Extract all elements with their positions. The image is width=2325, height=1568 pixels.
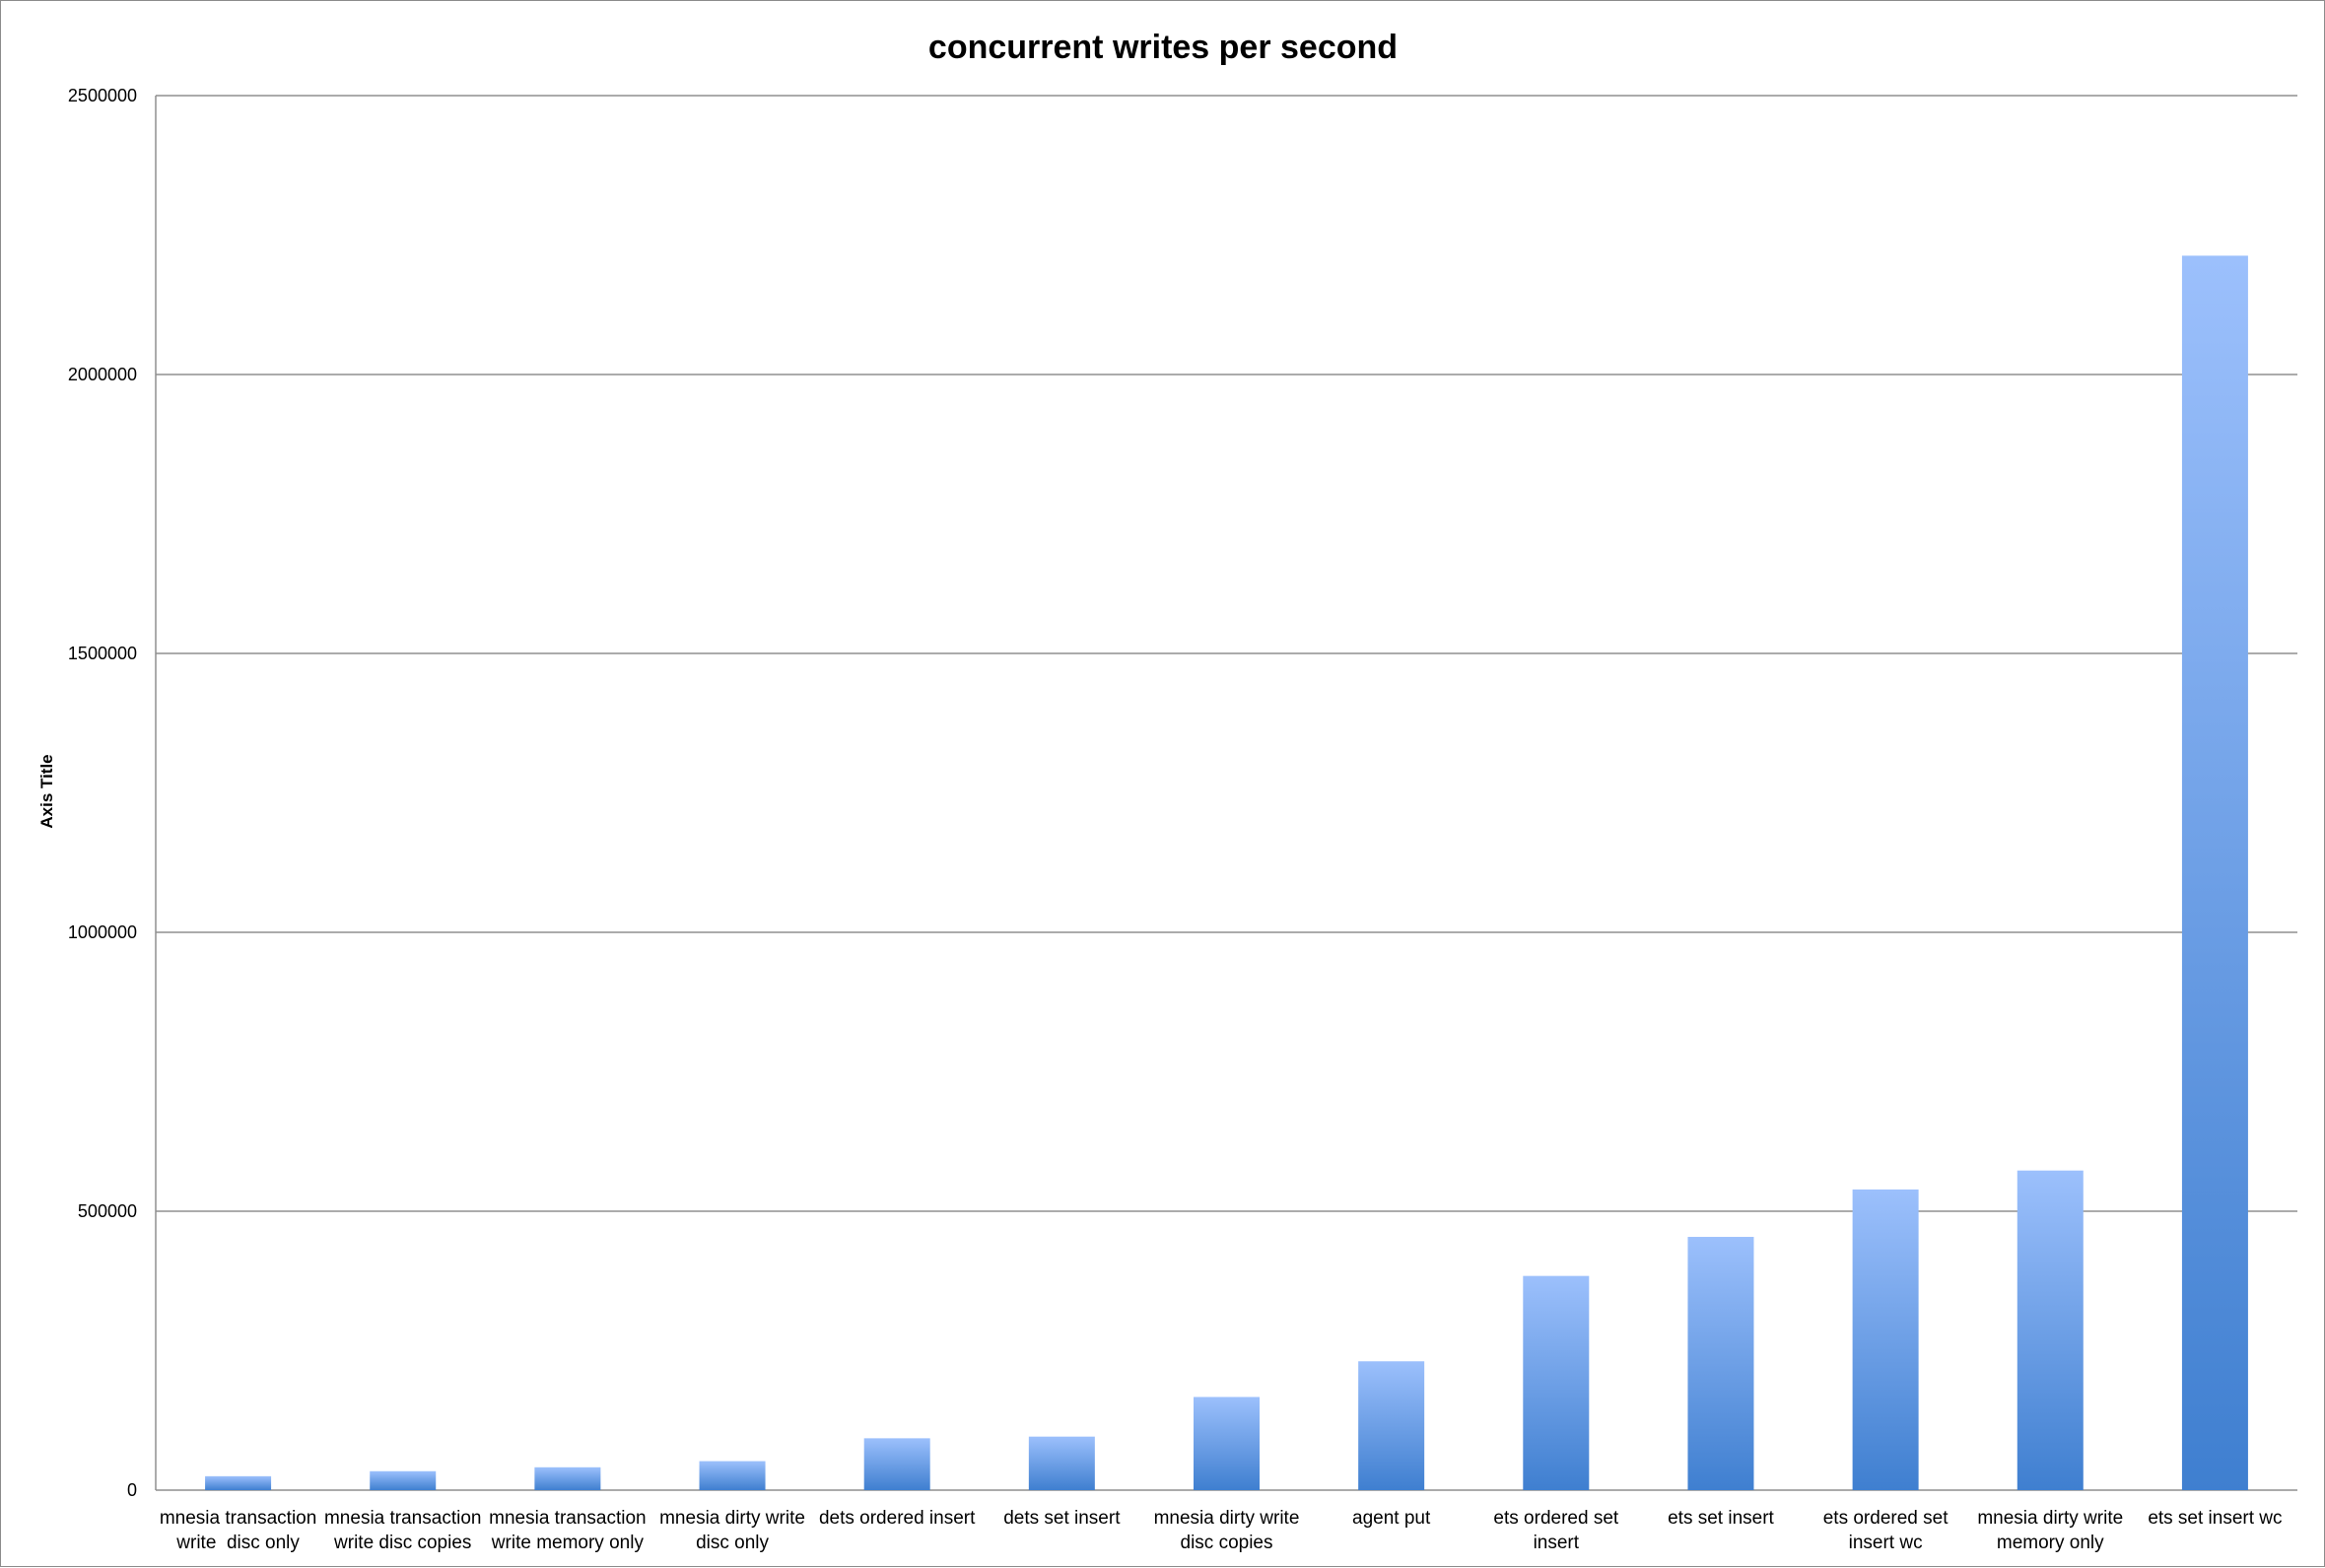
y-tick-label: 0	[127, 1480, 137, 1500]
y-axis-ticks: 0 500000 1000000 1500000 2000000 2500000	[68, 86, 137, 1500]
x-category-label: mnesia dirty write disc copies	[1154, 1508, 1300, 1553]
bar	[534, 1466, 601, 1490]
x-category-label: mnesia transaction write disc copies	[324, 1508, 481, 1553]
x-category-label: ets set insert wc	[2148, 1508, 2282, 1529]
x-category-label: mnesia dirty write memory only	[1977, 1508, 2123, 1553]
x-category-label: ets ordered set insert wc	[1823, 1508, 1949, 1553]
bar	[2181, 255, 2248, 1490]
y-tick-label: 1500000	[68, 644, 137, 663]
y-axis-title: Axis Title	[37, 754, 56, 828]
x-category-label: dets set insert	[1003, 1508, 1121, 1529]
x-category-label: mnesia transaction write memory only	[489, 1508, 646, 1553]
bar	[699, 1461, 766, 1490]
bar	[1687, 1237, 1754, 1490]
x-category-label: ets ordered set insert	[1493, 1508, 1618, 1553]
bar	[1852, 1189, 1919, 1490]
bar	[863, 1438, 930, 1490]
bar	[1523, 1275, 1590, 1490]
x-category-label: mnesia transaction write disc only	[160, 1508, 316, 1553]
x-category-label: mnesia dirty write disc only	[659, 1508, 805, 1553]
bar	[1194, 1397, 1260, 1490]
bar	[205, 1475, 272, 1490]
y-tick-label: 500000	[78, 1201, 137, 1221]
y-tick-label: 2000000	[68, 365, 137, 384]
bar	[370, 1470, 437, 1490]
x-category-label: agent put	[1352, 1508, 1431, 1529]
bar	[2017, 1170, 2084, 1490]
y-tick-label: 2500000	[68, 86, 137, 105]
gridlines	[155, 95, 2297, 1491]
bar	[1028, 1436, 1095, 1490]
x-axis-categories: mnesia transaction write disc onlymnesia …	[160, 1508, 2283, 1553]
bars	[205, 255, 2248, 1490]
chart-title: concurrent writes per second	[928, 29, 1398, 66]
x-category-label: ets set insert	[1668, 1508, 1774, 1529]
x-category-label: dets ordered insert	[819, 1508, 976, 1529]
bar	[1358, 1361, 1425, 1490]
y-tick-label: 1000000	[68, 922, 137, 942]
